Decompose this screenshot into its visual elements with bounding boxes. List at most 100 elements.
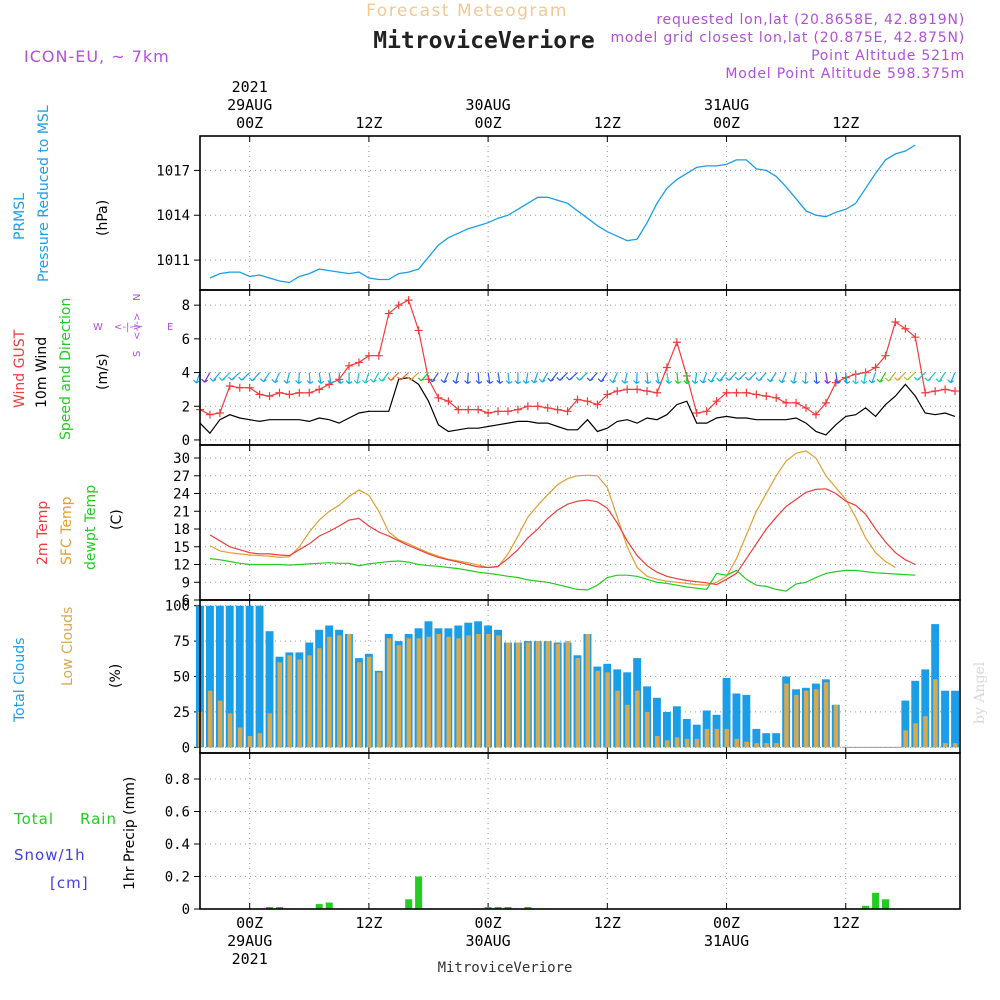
- wind-direction-arrow: [452, 372, 460, 384]
- wind-direction-arrow: [734, 372, 747, 381]
- wind-direction-arrow: [665, 372, 673, 384]
- rain-bar: [862, 905, 870, 910]
- low-cloud-bar: [426, 636, 431, 748]
- wind-direction-arrow: [295, 372, 302, 384]
- wind-direction-arrow: [209, 372, 221, 382]
- wind-direction-arrow: [683, 372, 691, 385]
- total-cloud-bar: [722, 677, 731, 748]
- low-cloud-bar: [386, 638, 392, 748]
- wind-direction-arrow: [894, 372, 906, 381]
- low-cloud-bar: [754, 743, 759, 748]
- low-cloud-bar: [774, 743, 779, 748]
- wind-labels: Wind GUST 10m Wind Speed and Direction (…: [12, 294, 173, 440]
- closest-coords: model grid closest lon,lat (20.875E, 42.…: [610, 30, 965, 46]
- wind-direction-arrow: [801, 372, 809, 384]
- precip-labels: Total Rain Snow/1h [cm] 1hr Precip (mm): [13, 777, 138, 892]
- rain-bar: [266, 907, 274, 909]
- wind-direction-arrow: [336, 372, 344, 384]
- wind-direction-arrow: [778, 372, 787, 384]
- compass-w: W: [93, 322, 103, 333]
- wind-direction-arrow: [514, 372, 522, 385]
- low-cloud-bar: [595, 670, 600, 748]
- clouds-panel: 0 25 50 75 100: [165, 599, 961, 756]
- low-cloud-bar: [635, 690, 640, 748]
- low-cloud-bar: [684, 738, 690, 748]
- wind-direction-arrow: [486, 372, 494, 384]
- gust-marker: [702, 407, 711, 416]
- wind-direction-arrow: [475, 372, 483, 384]
- gust-marker: [275, 388, 284, 397]
- gust-marker: [464, 405, 473, 414]
- low-clouds-label: Low Clouds: [60, 607, 76, 686]
- gust-marker: [811, 410, 820, 419]
- low-cloud-bar: [645, 711, 650, 748]
- wind-direction-arrow: [766, 372, 777, 383]
- gust-marker: [553, 405, 562, 414]
- wind-direction-arrow: [283, 372, 291, 384]
- gust-marker: [513, 405, 522, 414]
- gust-marker: [474, 405, 483, 414]
- gust-marker: [225, 382, 234, 391]
- model-label: ICON-EU, ~ 7km: [24, 47, 170, 66]
- wind-direction-arrow: [674, 372, 682, 384]
- low-cloud-bar: [227, 713, 233, 748]
- low-cloud-bar: [535, 641, 541, 748]
- wind-direction-arrow: [576, 372, 588, 381]
- gust-marker: [662, 363, 671, 372]
- y-tick-label: 25: [173, 705, 190, 721]
- low-cloud-bar: [585, 634, 590, 748]
- low-cloud-bar: [446, 636, 451, 748]
- requested-coords: requested lon,lat (20.8658E, 42.8919N): [656, 12, 965, 28]
- wind-direction-arrow: [407, 372, 419, 381]
- gust-marker: [305, 388, 314, 397]
- gust-marker: [603, 390, 612, 399]
- low-cloud-bar: [237, 727, 243, 748]
- rain-bar: [524, 907, 532, 909]
- y-tick-label: 18: [173, 522, 190, 538]
- total-cloud-bar: [245, 605, 254, 748]
- gust-marker: [454, 405, 463, 414]
- y-tick-label: 24: [173, 487, 190, 503]
- top-hour-label: 00Z: [475, 114, 502, 132]
- wind-direction-arrow: [755, 372, 767, 382]
- low-cloud-bar: [406, 638, 412, 748]
- low-cloud-bar: [436, 634, 441, 748]
- rain-bar: [494, 907, 502, 909]
- wind-direction-arrow: [378, 372, 390, 382]
- wind-direction-arrow: [361, 372, 370, 384]
- gust-marker: [543, 403, 552, 412]
- total-cloud-bar: [762, 733, 771, 748]
- wind-direction-arrow: [428, 372, 439, 383]
- low-cloud-bar: [257, 733, 263, 748]
- gust-marker: [921, 388, 930, 397]
- low-cloud-bar: [694, 738, 700, 748]
- total-cloud-bar: [653, 697, 661, 748]
- low-cloud-bar: [913, 723, 918, 748]
- gust-marker: [901, 324, 910, 333]
- compass-rose: N S W <-|-> E <-|->: [93, 294, 173, 357]
- gust-marker: [315, 385, 324, 394]
- wind10-label: 10m Wind: [34, 337, 50, 408]
- bottom-hour-label: 12Z: [355, 914, 382, 932]
- gust-marker: [215, 408, 224, 417]
- total-cloud-bar: [225, 605, 234, 748]
- wind-direction-arrow: [530, 372, 539, 384]
- sfc-temp-line: [209, 450, 896, 586]
- gust-marker: [742, 388, 751, 397]
- gust-marker: [434, 393, 443, 402]
- compass-s: S: [132, 351, 143, 357]
- gust-marker: [782, 398, 791, 407]
- gust-marker: [364, 351, 373, 360]
- wind-direction-arrow: [707, 372, 718, 383]
- gust-marker: [951, 387, 960, 396]
- prmsl-label: PRMSL: [12, 193, 28, 240]
- gust-marker: [732, 388, 741, 397]
- wind-direction-arrow: [834, 372, 841, 384]
- speed-direction-label: Speed and Direction: [58, 298, 74, 440]
- wind-direction-arrow: [547, 372, 559, 382]
- gust-marker: [821, 398, 830, 407]
- gust-marker: [235, 383, 244, 392]
- total-rain-label-rain: Rain: [80, 810, 117, 828]
